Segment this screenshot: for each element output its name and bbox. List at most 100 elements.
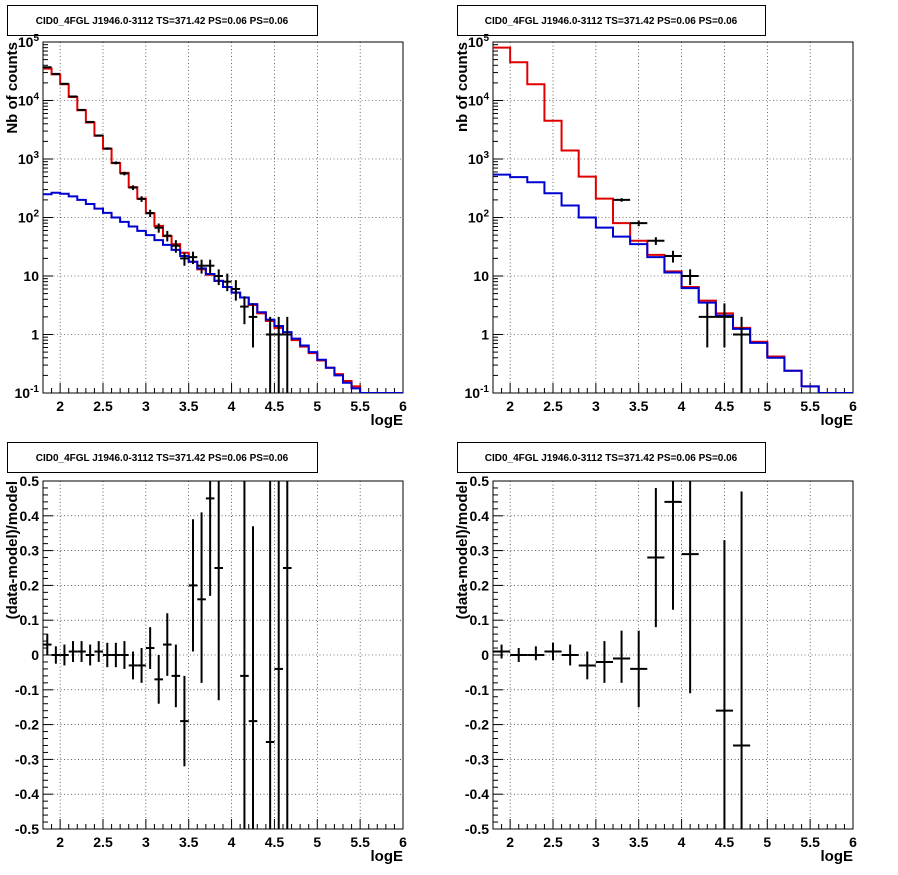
data-point: [240, 481, 249, 829]
title-box: [7, 442, 318, 473]
y-tick-label: 1: [481, 327, 489, 343]
y-tick-label: 0.5: [20, 473, 40, 489]
data-point: [171, 240, 181, 253]
x-tick-label: 5.5: [800, 834, 820, 850]
y-tick-label: 0.1: [470, 612, 490, 628]
data-point: [60, 82, 69, 85]
data-point: [60, 644, 69, 666]
data-point: [128, 185, 138, 191]
y-tick-label: 0: [481, 647, 489, 663]
x-tick-label: 4.5: [715, 834, 735, 850]
x-tick-label: 2.5: [543, 834, 563, 850]
data-point: [214, 269, 223, 286]
chart-panel-1: CID0_4FGL J1946.0-3112 TS=371.42 PS=0.06…: [4, 5, 407, 429]
x-tick-label: 3: [142, 834, 150, 850]
chart-panel-2: CID0_4FGL J1946.0-3112 TS=371.42 PS=0.06…: [454, 5, 857, 429]
data-point: [527, 646, 545, 661]
data-point: [647, 237, 665, 245]
data-point: [698, 303, 716, 348]
data-point: [630, 220, 648, 227]
data-point: [214, 481, 223, 701]
y-tick-label: 103: [468, 150, 490, 167]
x-tick-label: 3: [592, 398, 600, 414]
y-tick-label: 1: [31, 327, 39, 343]
x-tick-label: 4: [678, 398, 686, 414]
data-point: [248, 303, 258, 348]
data-point: [68, 95, 78, 98]
data-point: [248, 526, 258, 829]
data-point: [265, 316, 275, 393]
chart-title: CID0_4FGL J1946.0-3112 TS=371.42 PS=0.06…: [36, 453, 289, 464]
data-point: [630, 630, 648, 708]
data-layer: [493, 46, 853, 393]
y-axis-label: (data-model)/model: [4, 481, 21, 619]
y-tick-label: 102: [18, 209, 40, 226]
y-tick-label: 10: [473, 268, 489, 284]
data-point: [68, 641, 78, 662]
data-point: [43, 66, 52, 69]
x-tick-label: 3.5: [179, 398, 199, 414]
x-axis-label: logE: [821, 848, 854, 865]
title-box: [457, 5, 766, 36]
data-point: [265, 481, 275, 829]
chart-title: CID0_4FGL J1946.0-3112 TS=371.42 PS=0.06…: [36, 16, 289, 27]
data-point: [111, 642, 121, 668]
data-point: [180, 252, 189, 266]
x-tick-label: 5: [763, 398, 771, 414]
x-tick-label: 2.5: [543, 398, 563, 414]
y-axis-label: nb of counts: [454, 42, 471, 132]
y-tick-label: 103: [18, 150, 40, 167]
data-point: [163, 613, 172, 676]
data-point: [94, 134, 103, 137]
y-tick-label: -0.2: [465, 717, 489, 733]
data-point: [240, 296, 249, 325]
data-point: [613, 630, 631, 683]
x-tick-label: 3.5: [629, 834, 649, 850]
y-tick-label: 104: [468, 92, 490, 109]
data-point: [197, 512, 206, 683]
y-tick-label: -0.4: [15, 786, 39, 802]
x-tick-label: 5.5: [350, 834, 370, 850]
data-point: [77, 641, 86, 662]
histogram-series-1: [493, 46, 853, 393]
y-tick-label: 10: [23, 268, 39, 284]
x-tick-label: 5: [313, 834, 321, 850]
data-point: [283, 316, 292, 393]
y-tick-label: 0.4: [470, 508, 490, 524]
data-point: [77, 108, 86, 111]
data-point: [154, 655, 163, 704]
y-tick-label: 0: [31, 647, 39, 663]
data-point: [205, 481, 215, 596]
x-tick-label: 4: [228, 834, 236, 850]
x-tick-label: 2: [56, 398, 64, 414]
data-point: [274, 481, 283, 829]
data-point: [85, 120, 95, 123]
data-point: [51, 72, 61, 75]
y-tick-label: 105: [468, 33, 490, 50]
data-point: [103, 642, 112, 668]
y-axis-label: (data-model)/model: [454, 481, 471, 619]
data-point: [664, 250, 682, 263]
grid-lines: [493, 42, 853, 393]
data-point: [128, 651, 138, 680]
y-tick-label: -0.3: [465, 751, 489, 767]
x-tick-label: 4.5: [715, 398, 735, 414]
x-tick-label: 3.5: [179, 834, 199, 850]
x-axis-label: logE: [821, 412, 854, 429]
data-point: [733, 316, 751, 393]
x-tick-label: 3.5: [629, 398, 649, 414]
y-tick-label: 0.1: [20, 612, 40, 628]
data-point: [715, 540, 733, 829]
y-tick-label: 0.2: [470, 577, 490, 593]
y-tick-label: -0.5: [465, 821, 489, 837]
y-tick-label: -0.3: [15, 751, 39, 767]
data-point: [111, 161, 121, 165]
y-tick-label: -0.5: [15, 821, 39, 837]
plot-frame: [42, 480, 404, 830]
x-tick-label: 4: [228, 398, 236, 414]
data-point: [561, 644, 579, 666]
data-point: [681, 269, 699, 286]
y-tick-label: 0.2: [20, 577, 40, 593]
